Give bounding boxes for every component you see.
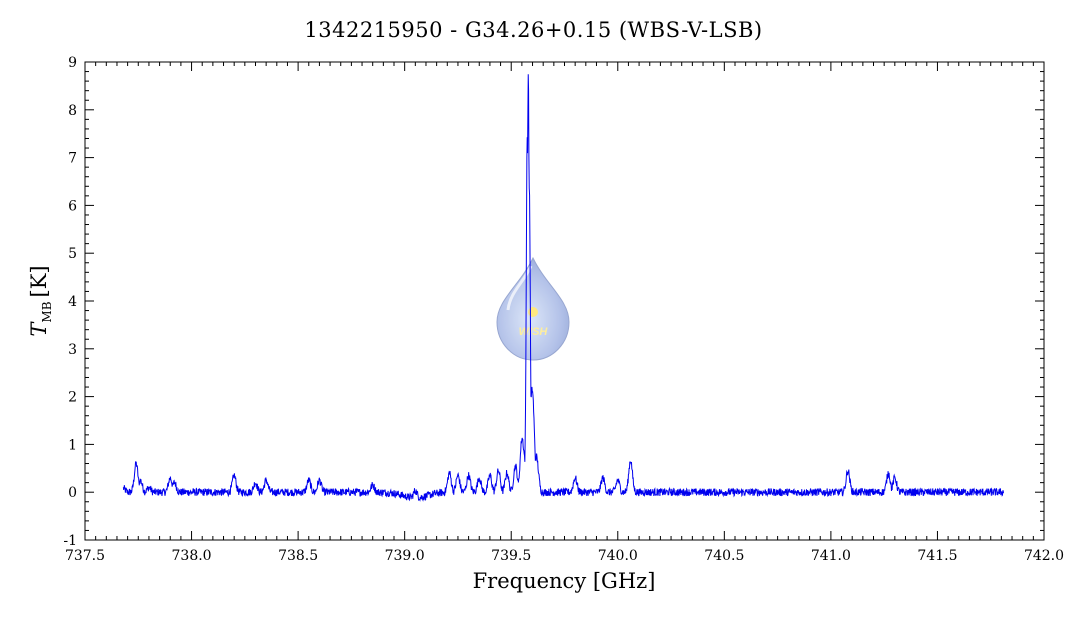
x-tick-label: 740.5	[704, 548, 744, 564]
y-axis-label-unit: [K]	[27, 265, 51, 297]
x-tick-label: 739.5	[491, 548, 531, 564]
x-tick-label: 742.0	[1024, 548, 1064, 564]
x-axis-label: Frequency [GHz]	[473, 569, 656, 593]
wish-watermark: WISH	[496, 256, 570, 361]
y-tick-label: 3	[68, 342, 77, 358]
wish-star-icon	[528, 307, 538, 317]
y-tick-label: 0	[68, 485, 77, 501]
x-tick-label: 741.0	[811, 548, 851, 564]
x-tick-label: 738.5	[278, 548, 318, 564]
y-axis-label-sub: MB	[40, 301, 54, 322]
y-tick-label: 6	[68, 198, 77, 214]
y-axis-label-main: T	[27, 321, 51, 337]
x-tick-label: 740.0	[598, 548, 638, 564]
wish-logo-text: WISH	[519, 326, 549, 338]
y-tick-label: 7	[68, 151, 77, 167]
y-tick-label: 8	[68, 103, 77, 119]
y-tick-label: 4	[68, 294, 77, 310]
wish-drop-highlight	[506, 265, 533, 311]
chart-title: 1342215950 - G34.26+0.15 (WBS-V-LSB)	[304, 18, 763, 42]
spectrum-series-line	[122, 74, 1005, 502]
x-tick-label: 738.0	[172, 548, 212, 564]
x-tick-label: 737.5	[65, 548, 105, 564]
y-tick-label: 5	[68, 246, 77, 262]
y-tick-label: -1	[63, 533, 77, 549]
y-axis-label: TMB [K]	[27, 265, 54, 336]
y-tick-label: 1	[68, 437, 77, 453]
y-tick-label: 2	[68, 390, 77, 406]
x-tick-label: 739.0	[385, 548, 425, 564]
x-tick-label: 741.5	[917, 548, 957, 564]
svg-text:TMB[K]: TMB [K]	[27, 265, 54, 336]
y-tick-label: 9	[68, 55, 77, 71]
plot-frame	[84, 61, 1045, 541]
